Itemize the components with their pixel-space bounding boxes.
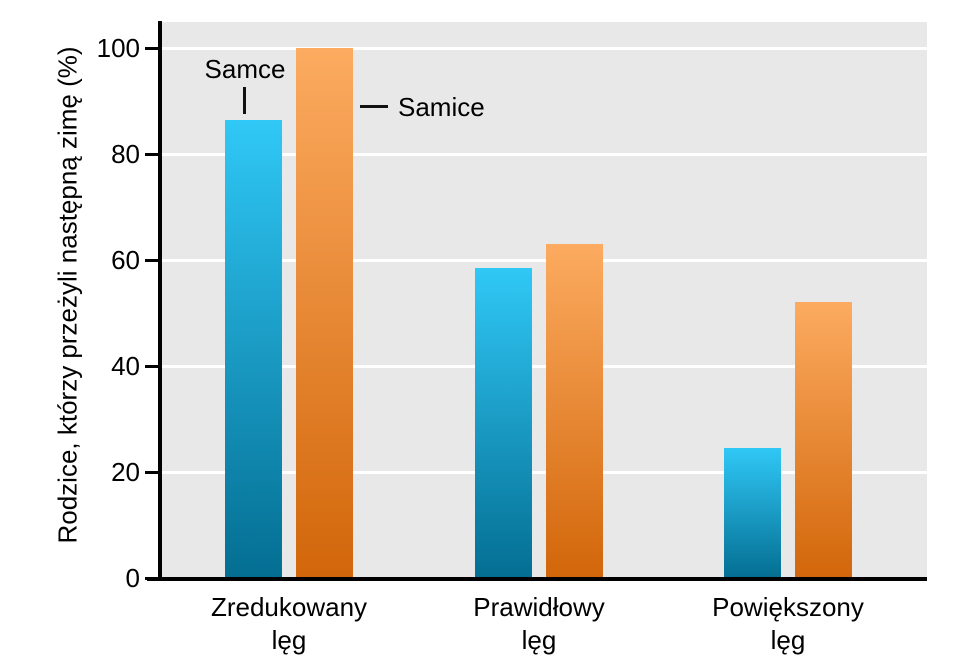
gridline-40: [162, 364, 927, 368]
bar-samice-2: [546, 244, 603, 578]
y-tick-40: [145, 364, 159, 368]
gridline-100: [162, 46, 927, 50]
x-axis-line: [147, 577, 927, 581]
samce-pointer-line: [243, 87, 246, 114]
x-category-label-3: Powiększony lęg: [712, 592, 864, 655]
y-tick-80: [145, 152, 159, 156]
gridline-60: [162, 258, 927, 262]
y-tick-label-0: 0: [125, 563, 140, 593]
bar-samce-2: [475, 267, 532, 578]
y-tick-20: [145, 470, 159, 474]
samice-pointer-line: [360, 105, 388, 108]
y-tick-label-60: 60: [111, 245, 140, 275]
y-tick-60: [145, 258, 159, 262]
bar-samce-3: [724, 448, 781, 578]
y-tick-label-100: 100: [96, 33, 140, 63]
y-tick-label-40: 40: [111, 351, 140, 381]
gridline-80: [162, 152, 927, 156]
bar-samice-3: [795, 302, 852, 578]
bar-samice-1: [296, 48, 353, 578]
y-axis-title: Rodzice, którzy przeżyli następną zimę (…: [52, 46, 83, 544]
y-tick-label-80: 80: [111, 139, 140, 169]
x-category-label-2: Prawidłowy lęg: [473, 592, 605, 655]
y-tick-100: [145, 46, 159, 50]
gridline-20: [162, 470, 927, 474]
x-category-label-1: Zredukowany lęg: [210, 592, 368, 655]
y-tick-label-20: 20: [111, 457, 140, 487]
y-tick-0: [145, 576, 159, 580]
bar-samce-1: [225, 119, 282, 578]
y-axis-line: [158, 21, 162, 581]
series-label-samce: Samce: [204, 54, 286, 84]
series-label-samice: Samice: [398, 92, 485, 122]
